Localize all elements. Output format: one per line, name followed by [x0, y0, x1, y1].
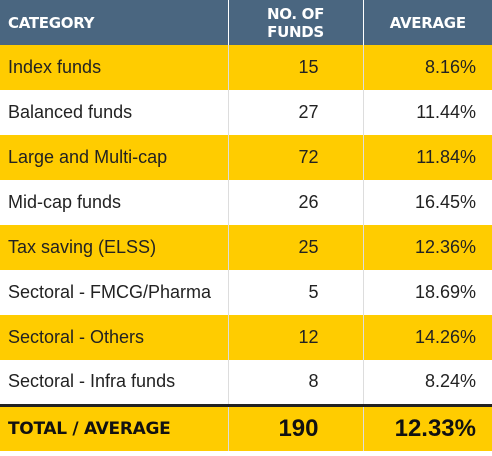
- average-cell: 18.69%: [363, 270, 492, 315]
- table-row: Large and Multi-cap 72 11.84%: [0, 135, 492, 180]
- table-row: Mid-cap funds 26 16.45%: [0, 180, 492, 225]
- table-row: Index funds 15 8.16%: [0, 45, 492, 90]
- total-row: TOTAL / AVERAGE 190 12.33%: [0, 403, 492, 451]
- table-row: Sectoral - FMCG/Pharma 5 18.69%: [0, 270, 492, 315]
- table-row: Tax saving (ELSS) 25 12.36%: [0, 225, 492, 270]
- category-cell: Balanced funds: [0, 90, 229, 135]
- category-cell: Sectoral - FMCG/Pharma: [0, 270, 229, 315]
- category-cell: Index funds: [0, 45, 229, 90]
- average-cell: 12.36%: [363, 225, 492, 270]
- average-cell: 16.45%: [363, 180, 492, 225]
- table-header: CATEGORY NO. OF FUNDS AVERAGE: [0, 0, 492, 45]
- total-label: TOTAL / AVERAGE: [0, 403, 229, 451]
- header-row: CATEGORY NO. OF FUNDS AVERAGE: [0, 0, 492, 45]
- table-row: Sectoral - Others 12 14.26%: [0, 315, 492, 360]
- funds-count-cell: 27: [228, 90, 364, 135]
- category-cell: Sectoral - Others: [0, 315, 229, 360]
- table-row: Sectoral - Infra funds 8 8.24%: [0, 360, 492, 405]
- funds-count-cell: 12: [228, 315, 364, 360]
- header-no-of-funds: NO. OF FUNDS: [228, 0, 364, 45]
- header-average: AVERAGE: [363, 0, 492, 45]
- average-cell: 8.24%: [363, 360, 492, 405]
- funds-count-cell: 26: [228, 180, 364, 225]
- total-average: 12.33%: [363, 403, 492, 451]
- average-cell: 11.44%: [363, 90, 492, 135]
- category-cell: Tax saving (ELSS): [0, 225, 229, 270]
- table-row: Balanced funds 27 11.44%: [0, 90, 492, 135]
- funds-count-cell: 15: [228, 45, 364, 90]
- total-funds-count: 190: [228, 403, 364, 451]
- table-body: Index funds 15 8.16% Balanced funds 27 1…: [0, 45, 492, 451]
- funds-count-cell: 25: [228, 225, 364, 270]
- funds-count-cell: 72: [228, 135, 364, 180]
- header-category: CATEGORY: [0, 0, 229, 45]
- category-cell: Mid-cap funds: [0, 180, 229, 225]
- average-cell: 14.26%: [363, 315, 492, 360]
- average-cell: 11.84%: [363, 135, 492, 180]
- funds-count-cell: 8: [228, 360, 364, 405]
- average-cell: 8.16%: [363, 45, 492, 90]
- funds-count-cell: 5: [228, 270, 364, 315]
- category-cell: Large and Multi-cap: [0, 135, 229, 180]
- category-cell: Sectoral - Infra funds: [0, 360, 229, 405]
